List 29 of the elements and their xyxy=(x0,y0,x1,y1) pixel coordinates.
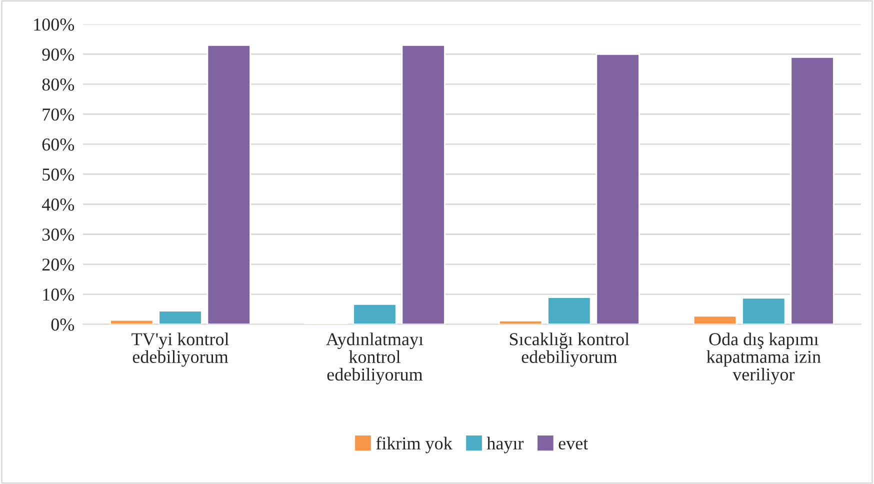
bar xyxy=(158,310,202,324)
y-tick-label: 40% xyxy=(42,198,74,211)
bar xyxy=(692,315,738,324)
bar xyxy=(110,319,154,324)
legend-label: hayır xyxy=(486,436,524,454)
x-tick-label: Aydınlatmayı kontrol edebiliyorum xyxy=(326,332,424,384)
x-tick-label: TV'yi kontrol edebiliyorum xyxy=(132,332,229,367)
bar xyxy=(352,303,397,324)
legend-label: evet xyxy=(558,439,588,450)
y-tick-label: 90% xyxy=(42,48,74,61)
bar xyxy=(547,296,592,324)
y-tick-label: 30% xyxy=(42,228,74,241)
bar xyxy=(790,56,834,324)
bar xyxy=(206,44,251,324)
y-tick-label: 70% xyxy=(42,108,74,121)
y-tick-label: 20% xyxy=(42,258,74,271)
bar xyxy=(742,297,786,324)
y-tick-label: 80% xyxy=(42,78,74,91)
x-tick-label: Sıcaklığı kontrol edebiliyorum xyxy=(510,332,630,367)
y-tick-label: 10% xyxy=(43,288,74,301)
bar xyxy=(498,320,543,324)
bar xyxy=(401,44,446,324)
bar xyxy=(596,54,640,324)
x-tick-label: Oda dış kapımı kapatmama izin veriliyor xyxy=(706,332,821,384)
y-tick-label: 60% xyxy=(42,138,74,151)
y-tick-label: 50% xyxy=(42,168,74,181)
legend-label: fikrim yok xyxy=(376,436,452,454)
y-tick-label: 100% xyxy=(34,18,74,31)
y-tick-label: 0% xyxy=(51,318,74,331)
